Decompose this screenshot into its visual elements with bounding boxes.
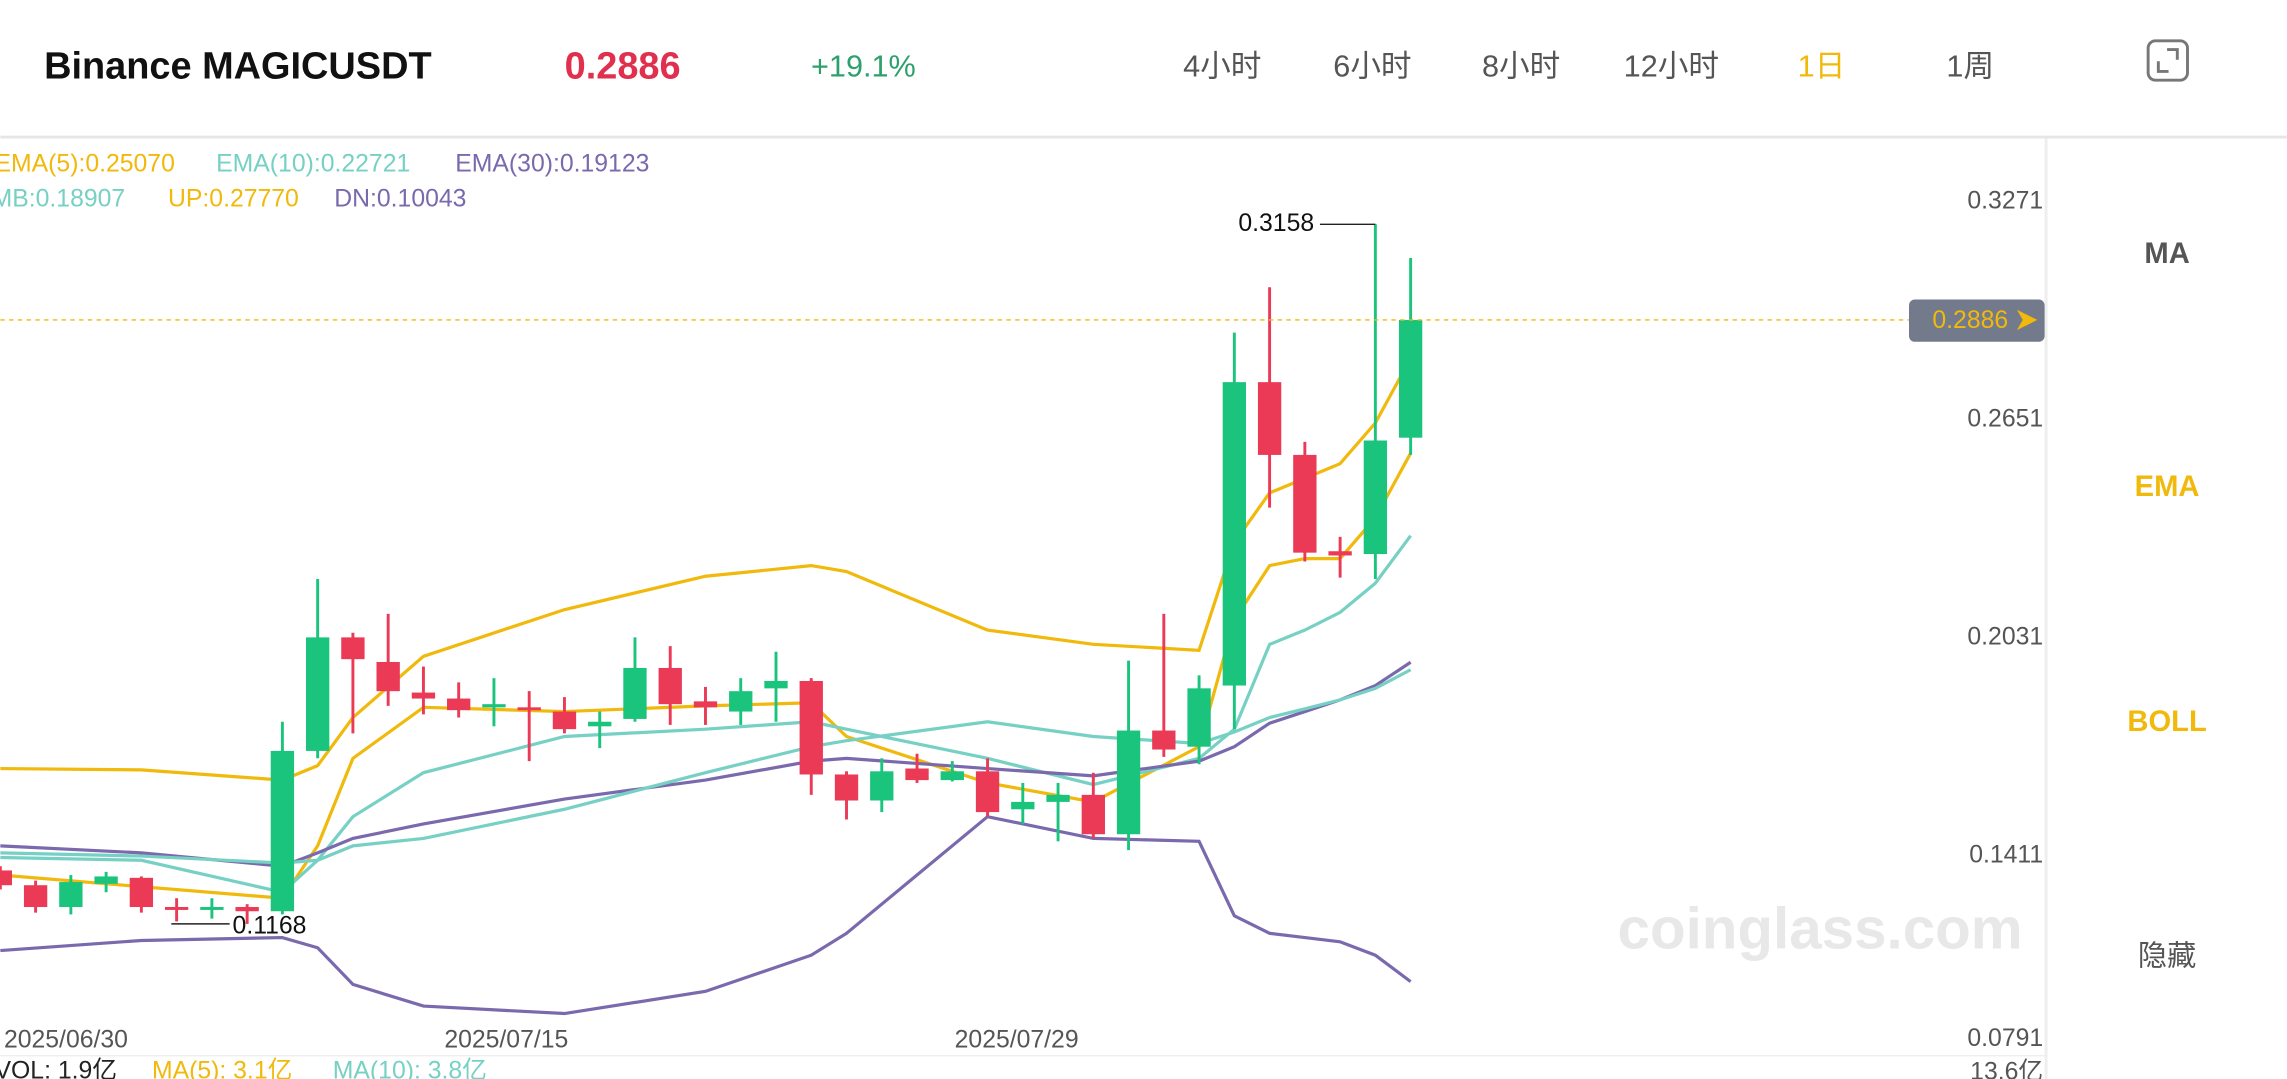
y-tick-label: 0.0791 (1967, 1025, 2043, 1052)
expand-icon[interactable] (2146, 39, 2189, 82)
candle-body (411, 692, 436, 699)
candle-body (270, 750, 295, 912)
volume-legend: MA(10): 3.8亿 (333, 1056, 487, 1079)
interval-tab[interactable]: 8小时 (1482, 50, 1560, 84)
x-tick-label: 2025/06/30 (4, 1027, 128, 1054)
candle-body (729, 691, 753, 712)
high-label: 0.3158 (1238, 210, 1314, 237)
candle-body (1328, 551, 1352, 556)
candle-body (447, 698, 471, 711)
indicator-legend: EMA(10):0.22721 (216, 150, 410, 177)
candle-body (200, 907, 224, 910)
candle-body (1152, 730, 1176, 750)
y-tick-label: 0.2031 (1967, 624, 2043, 651)
candle-body (1222, 382, 1247, 686)
candle-body (235, 907, 259, 912)
candle-body (1046, 794, 1070, 802)
interval-tab[interactable]: 1周 (1946, 50, 1994, 84)
candle-body (517, 707, 541, 711)
interval-tab[interactable]: 6小时 (1333, 50, 1411, 84)
interval-tab[interactable]: 4小时 (1183, 50, 1261, 84)
price-change: +19.1% (811, 50, 916, 84)
candle-body (23, 885, 48, 908)
low-label: 0.1168 (233, 912, 307, 939)
candle-body (975, 771, 1000, 813)
candle-body (1293, 454, 1317, 553)
candle-body (1011, 801, 1035, 810)
pair-title: Binance MAGICUSDT (44, 46, 432, 88)
interval-tab[interactable]: 1日 (1798, 50, 1846, 84)
candle-body (1081, 794, 1105, 835)
indicator-line (0, 814, 1412, 1016)
candle-body (552, 711, 577, 730)
candle-body (834, 774, 859, 801)
candle-body (940, 771, 964, 781)
candle-body (658, 667, 682, 705)
indicator-line (0, 660, 1412, 868)
expand-button[interactable] (2146, 39, 2189, 82)
indicator-line (0, 668, 1412, 865)
indicator-button[interactable]: 隐藏 (2138, 940, 2196, 973)
candle-body (623, 667, 647, 719)
candle-body (764, 680, 788, 689)
candle-body (1363, 440, 1388, 555)
volume-axis-label: 13.6亿 (1970, 1058, 2043, 1079)
x-tick-label: 2025/07/29 (955, 1027, 1079, 1054)
y-tick-label: 0.3271 (1967, 188, 2043, 215)
candle-body (129, 877, 154, 908)
last-price-arrow (2016, 309, 2038, 331)
indicator-legend: EMA(5):0.25070 (0, 150, 175, 177)
header-price: 0.2886 (565, 46, 681, 88)
candle-body (164, 907, 189, 910)
last-price-tag-label: 0.2886 (1932, 307, 2008, 334)
watermark: coinglass.com (1618, 897, 2023, 962)
candle-body (905, 768, 929, 781)
last-price-tag (1909, 299, 2045, 342)
candle-body (305, 637, 330, 751)
candle-body (482, 704, 506, 708)
candle-body (1398, 319, 1423, 438)
candle-body (799, 680, 823, 775)
y-tick-label: 0.2651 (1967, 406, 2043, 433)
candle-body (94, 876, 118, 884)
candle-body (59, 882, 83, 908)
indicator-legend: EMA(30):0.19123 (455, 150, 649, 177)
volume-legend: VOL: 1.9亿 (0, 1056, 117, 1079)
indicator-legend: UP:0.27770 (168, 185, 299, 212)
candle-body (1187, 688, 1211, 747)
candle-body (870, 771, 894, 801)
candle-body (1116, 730, 1141, 835)
indicator-button[interactable]: MA (2144, 238, 2189, 270)
candle-body (693, 701, 718, 708)
candle-body (1257, 382, 1282, 455)
candle-body (0, 870, 13, 886)
y-tick-label: 0.1411 (1969, 842, 2043, 869)
candle-body (376, 661, 400, 692)
interval-tab[interactable]: 12小时 (1624, 50, 1719, 84)
indicator-legend: MB:0.18907 (0, 185, 125, 212)
candle-body (341, 637, 365, 660)
volume-legend: MA(5): 3.1亿 (152, 1056, 292, 1079)
indicator-button[interactable]: BOLL (2127, 706, 2206, 738)
x-tick-label: 2025/07/15 (444, 1027, 568, 1054)
indicator-legend: DN:0.10043 (334, 185, 466, 212)
indicator-button[interactable]: EMA (2135, 471, 2200, 503)
expand-arrows (2156, 48, 2179, 73)
candle-body (588, 721, 612, 727)
